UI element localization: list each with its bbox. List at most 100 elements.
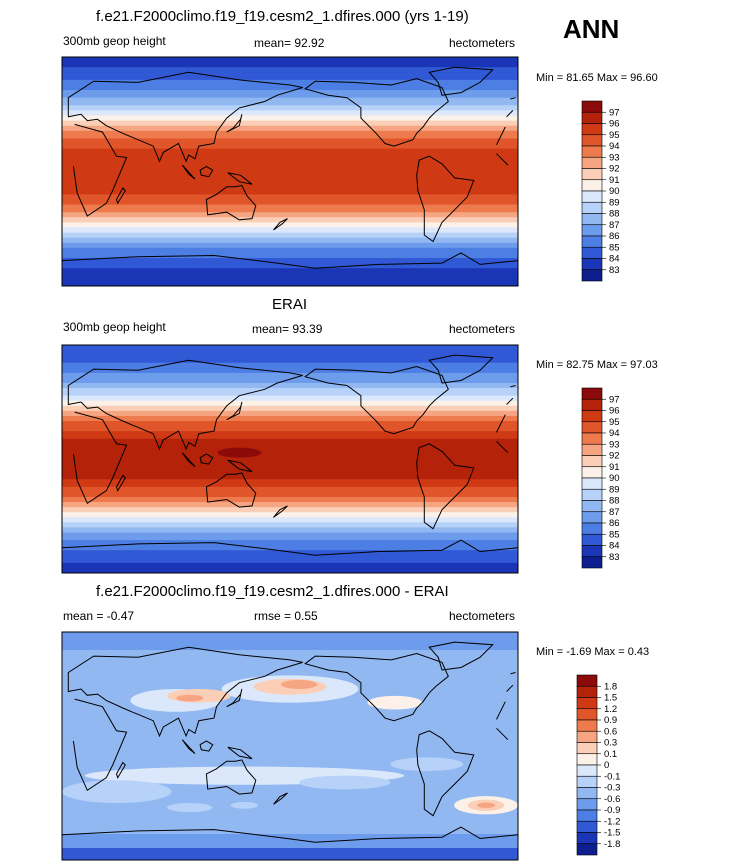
colorbar-box — [581, 455, 603, 468]
colorbar-box — [581, 190, 603, 203]
field-band — [62, 519, 518, 523]
field-band — [62, 479, 518, 483]
colorbar-tick-label: -0.9 — [604, 805, 620, 816]
field-band — [62, 72, 518, 76]
field-band — [62, 524, 518, 528]
field-band — [62, 69, 518, 73]
coastline-outline — [226, 114, 243, 133]
coastline-outline — [227, 459, 253, 473]
field-band — [62, 120, 518, 124]
colorbar-box — [581, 398, 603, 411]
colorbar-tick-label: 93 — [609, 439, 620, 450]
field-band — [62, 441, 518, 445]
colorbar-tick-label: 0.9 — [604, 715, 617, 726]
panel1-title: f.e21.F2000climo.f19_f19.cesm2_1.dfires.… — [96, 8, 469, 25]
field-band — [62, 250, 518, 254]
colorbar-box — [581, 500, 603, 513]
field-band — [62, 393, 518, 397]
field-band — [62, 158, 518, 162]
field-band — [62, 204, 518, 208]
field-band — [62, 471, 518, 475]
panel3-mean: mean = -0.47 — [63, 609, 135, 623]
colorbar-3: 1.81.51.20.90.60.30.10-0.1-0.3-0.6-0.9-1… — [576, 674, 620, 856]
field-band — [62, 95, 518, 99]
field-band — [62, 230, 518, 234]
field-band — [62, 138, 518, 142]
field-band — [62, 408, 518, 412]
colorbar-box — [576, 708, 598, 721]
colorbar-box — [576, 843, 598, 856]
field-band — [62, 174, 518, 178]
field-anomaly — [280, 679, 318, 689]
field-band — [62, 237, 518, 241]
colorbar-tick-label: 87 — [609, 507, 620, 518]
coastline-outline — [227, 746, 253, 760]
field-band — [62, 438, 518, 442]
colorbar-tick-label: 85 — [609, 242, 620, 253]
colorbar-tick-label: 0 — [604, 760, 609, 771]
field-band — [62, 535, 518, 539]
field-band — [62, 489, 518, 493]
field-band — [62, 545, 518, 549]
colorbar-tick-label: 0.6 — [604, 726, 617, 737]
map-field — [62, 57, 518, 286]
field-band — [62, 405, 518, 409]
map-field — [62, 345, 518, 573]
coastline-outline — [115, 474, 126, 492]
field-band — [62, 130, 518, 134]
panel2-mean: mean= 93.39 — [252, 322, 323, 336]
coastline-outline — [428, 66, 494, 96]
field-anomaly — [230, 801, 259, 809]
field-band — [62, 453, 518, 458]
field-band — [62, 270, 518, 274]
field-band — [62, 352, 518, 356]
colorbar-tick-label: 92 — [609, 164, 620, 175]
panel1-mean: mean= 92.92 — [254, 36, 325, 50]
field-band — [62, 222, 518, 226]
field-band — [62, 214, 518, 218]
colorbar-tick-label: 83 — [609, 552, 620, 563]
colorbar-box — [581, 511, 603, 524]
colorbar-tick-label: 96 — [609, 119, 620, 130]
field-anomaly — [476, 802, 496, 809]
field-band — [62, 181, 518, 185]
field-band — [62, 74, 518, 78]
field-band — [62, 466, 518, 470]
field-band — [62, 557, 518, 561]
colorbar-tick-label: 86 — [609, 518, 620, 529]
coastline-outline — [304, 78, 449, 147]
colorbar-tick-label: 93 — [609, 152, 620, 163]
colorbar-tick-label: 91 — [609, 175, 620, 186]
field-band — [62, 125, 518, 129]
colorbar-box — [581, 443, 603, 456]
field-band — [62, 140, 518, 145]
colorbar-box — [576, 832, 598, 845]
field-band — [62, 365, 518, 369]
field-band — [62, 168, 518, 173]
field-band — [62, 166, 518, 170]
field-band — [62, 436, 518, 440]
colorbar-box — [581, 556, 603, 569]
colorbar-box — [581, 145, 603, 158]
field-band — [62, 240, 518, 244]
field-band — [62, 118, 518, 122]
field-band — [62, 184, 518, 188]
field-band — [62, 428, 518, 432]
field-band — [62, 529, 518, 534]
colorbar-tick-label: 1.8 — [604, 681, 617, 692]
colorbar-tick-label: 0.3 — [604, 738, 617, 749]
field-band — [62, 224, 518, 229]
field-band — [62, 115, 518, 119]
field-band — [62, 507, 518, 511]
colorbar-box — [581, 477, 603, 490]
field-band — [62, 494, 518, 498]
field-band — [62, 360, 518, 364]
field-anomaly — [299, 775, 391, 790]
field-band — [62, 110, 518, 114]
field-band — [62, 456, 518, 460]
field-band — [62, 153, 518, 157]
field-band — [62, 347, 518, 351]
